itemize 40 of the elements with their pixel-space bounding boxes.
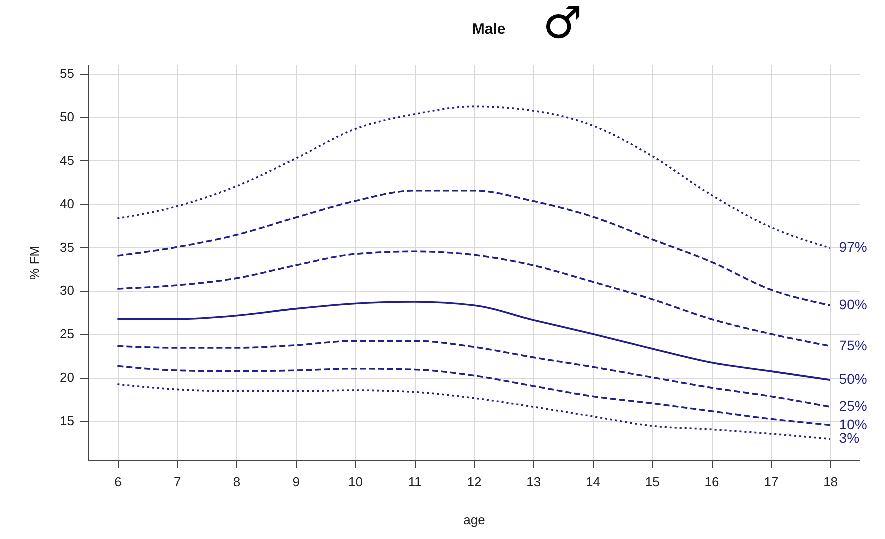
x-tick-label: 10 (348, 474, 363, 490)
x-tick-label: 8 (233, 474, 241, 490)
series-label: 50% (839, 371, 868, 388)
x-tick-label: 6 (114, 474, 122, 490)
x-tick-label: 18 (824, 474, 838, 490)
series-label: 25% (839, 398, 868, 414)
x-tick-label: 13 (526, 474, 542, 490)
line-series (116, 340, 832, 408)
x-tick-label: 7 (174, 474, 182, 490)
x-tick-label: 15 (645, 474, 660, 490)
y-tick-label: 50 (60, 110, 74, 125)
x-axis-title: age (464, 512, 486, 528)
series-label: 75% (839, 337, 868, 354)
series-label: 10% (839, 416, 868, 432)
series-label: 90% (839, 296, 868, 312)
x-tick-label: 9 (292, 474, 300, 490)
x-tick-label: 14 (586, 474, 601, 490)
y-tick-label: 30 (60, 283, 74, 298)
line-series (116, 301, 832, 382)
series-label: 97% (839, 239, 868, 256)
line-series (116, 365, 832, 426)
y-tick-label: 25 (60, 326, 74, 342)
y-tick-label: 20 (60, 370, 74, 386)
y-tick-label: 15 (60, 413, 74, 428)
x-tick-label: 16 (704, 474, 720, 490)
chart-title: Male (472, 21, 506, 38)
x-tick-label: 17 (764, 474, 779, 490)
line-series (116, 250, 832, 348)
y-tick-label: 45 (60, 152, 74, 168)
y-tick-label: 55 (60, 66, 74, 82)
y-axis-title: % FM (27, 246, 42, 280)
series-label: 3% (839, 430, 860, 446)
line-series (116, 190, 832, 306)
line-series (116, 384, 832, 440)
y-tick-label: 35 (60, 240, 74, 255)
x-tick-label: 11 (408, 474, 422, 490)
line-series (116, 106, 832, 250)
text: ♂ (543, 0, 582, 49)
x-tick-label: 12 (467, 474, 482, 490)
y-tick-label: 40 (60, 196, 74, 212)
